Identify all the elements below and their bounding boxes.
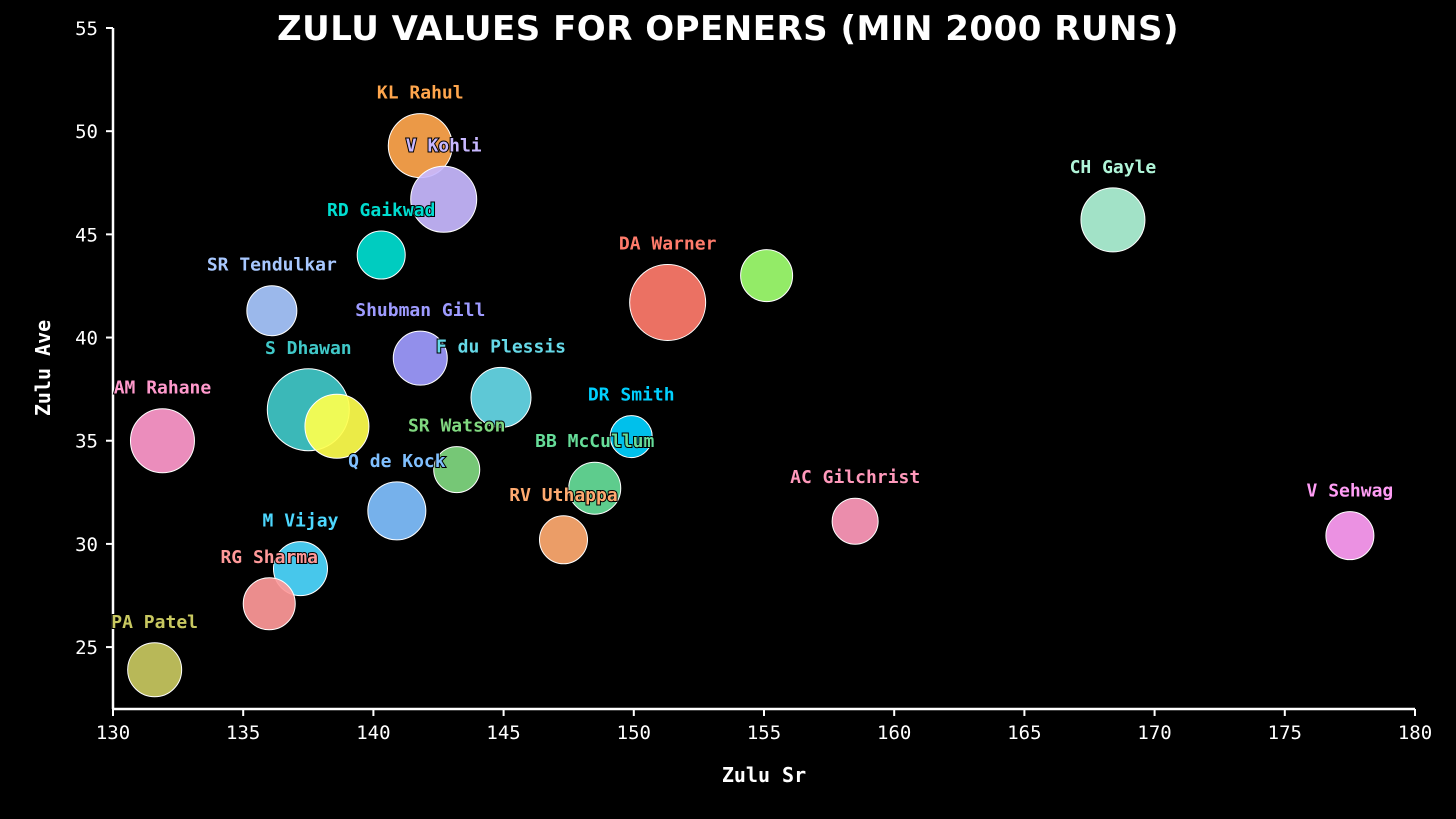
x-tick-label: 135 — [226, 722, 260, 744]
point-label: AM Rahane — [114, 378, 212, 399]
x-tick-label: 170 — [1137, 722, 1171, 744]
data-point — [629, 263, 707, 341]
x-tick-label: 145 — [486, 722, 520, 744]
data-point — [410, 165, 478, 233]
point-label: KL Rahul — [377, 83, 464, 104]
x-tick-label: 165 — [1007, 722, 1041, 744]
y-tick-label: 25 — [75, 637, 98, 659]
x-tick-label: 130 — [96, 722, 130, 744]
point-label: RG Sharma — [220, 547, 318, 568]
x-tick-label: 150 — [617, 722, 651, 744]
point-label: M Vijay — [263, 511, 339, 532]
data-point — [304, 393, 370, 459]
data-point — [1325, 511, 1375, 561]
data-point — [538, 515, 588, 565]
y-axis-label: Zulu Ave — [31, 320, 55, 416]
point-label: DR Smith — [588, 385, 675, 406]
data-point — [392, 330, 448, 386]
point-label: Q de Kock — [348, 451, 446, 472]
point-label: F du Plessis — [436, 336, 566, 357]
point-label: PA Patel — [111, 612, 198, 633]
data-point — [367, 481, 427, 541]
point-label: SR Tendulkar — [207, 255, 337, 276]
data-point — [272, 541, 328, 597]
y-tick-label: 30 — [75, 534, 98, 556]
x-tick-label: 140 — [356, 722, 390, 744]
point-label: SR Watson — [408, 416, 506, 437]
x-tick-label: 180 — [1398, 722, 1432, 744]
data-point — [127, 642, 183, 698]
y-tick-label: 45 — [75, 224, 98, 246]
x-tick-label: 160 — [877, 722, 911, 744]
x-tick-label: 175 — [1268, 722, 1302, 744]
point-label: DA Warner — [619, 233, 717, 254]
point-label: BB McCullum — [535, 431, 654, 452]
plot-area: 130 135 140 145 150 155 160 165 170 175 180 25 30 35 4… — [75, 18, 1432, 744]
x-axis-label: Zulu Sr — [722, 763, 806, 787]
data-point — [246, 285, 298, 337]
data-point — [356, 230, 406, 280]
data-point — [129, 408, 195, 474]
data-point — [433, 446, 481, 494]
point-label: V Kohli — [406, 135, 482, 156]
point-label: RD Gaikwad — [327, 200, 435, 221]
point-label: AC Gilchrist — [790, 467, 920, 488]
data-point — [831, 497, 879, 545]
data-point — [242, 577, 296, 631]
y-tick-label: 50 — [75, 121, 98, 143]
data-point — [568, 461, 622, 515]
point-label: RV Uthappa — [509, 485, 617, 506]
y-tick-label: 40 — [75, 328, 98, 350]
chart-title: ZULU VALUES FOR OPENERS (MIN 2000 RUNS) — [277, 9, 1179, 49]
data-point — [609, 415, 653, 459]
point-label: V Sehwag — [1307, 481, 1394, 502]
x-tick-label: 155 — [747, 722, 781, 744]
data-point — [1080, 187, 1146, 253]
data-point — [740, 249, 794, 303]
y-tick-label: 35 — [75, 431, 98, 453]
data-point — [470, 366, 532, 428]
point-label: S Dhawan — [265, 338, 352, 359]
point-label: CH Gayle — [1070, 157, 1157, 178]
y-tick-label: 55 — [75, 18, 98, 40]
point-label: Shubman Gill — [355, 300, 485, 321]
